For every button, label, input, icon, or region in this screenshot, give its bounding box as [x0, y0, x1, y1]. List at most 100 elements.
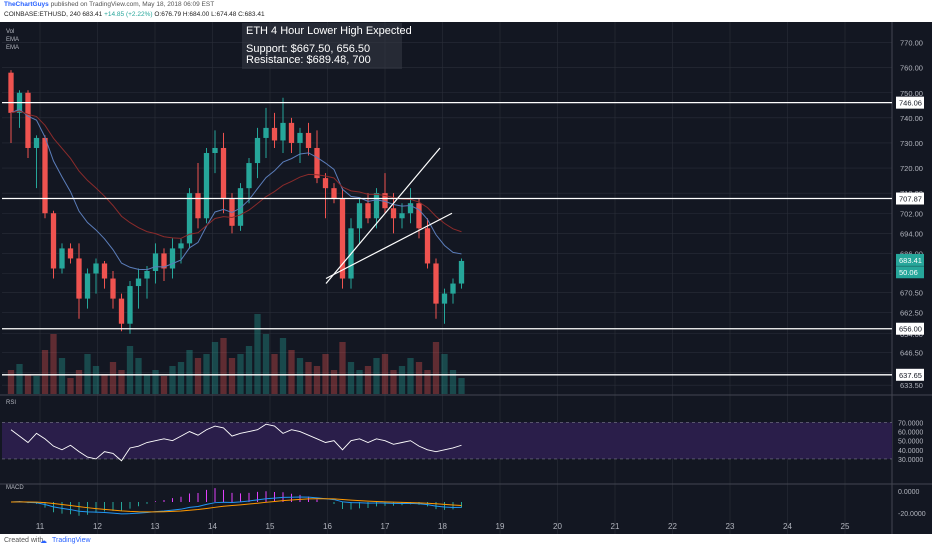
volume-bar — [441, 354, 448, 394]
candle-body — [339, 198, 346, 279]
macd-signal-line — [10, 498, 462, 513]
price-tick-label: 662.50 — [900, 308, 923, 317]
volume-bar — [135, 358, 142, 394]
macd-tick-label: -20.0000 — [898, 511, 926, 518]
price-label: 656.00 — [899, 325, 922, 334]
rsi-tick-label: 60.0000 — [898, 430, 923, 437]
volume-bar — [194, 358, 202, 394]
candle-body — [271, 127, 278, 141]
volume-bar — [364, 366, 372, 394]
rsi-line — [10, 423, 462, 462]
price-tick-label: 702.00 — [900, 209, 923, 218]
candle-body — [118, 298, 125, 324]
price-chart[interactable]: 770.00760.00750.00740.00730.00720.00710.… — [0, 22, 932, 534]
candle-body — [161, 253, 167, 269]
price-tick-label: 730.00 — [900, 139, 923, 148]
candle-body — [110, 278, 116, 299]
volume-bar — [16, 364, 23, 394]
footer-brand[interactable]: TradingView — [52, 537, 91, 544]
candle-body — [450, 283, 456, 294]
volume-bar — [330, 370, 338, 394]
price-label-bg — [896, 266, 924, 279]
candle-body — [424, 228, 431, 264]
candle-body — [331, 188, 337, 199]
price-label: 746.06 — [899, 99, 922, 108]
price-label: 683.41 — [899, 256, 922, 265]
x-tick-label: 11 — [36, 522, 45, 531]
ema-label: EMA — [6, 37, 20, 43]
x-tick-label: 18 — [438, 522, 447, 531]
price-label-bg — [896, 96, 924, 109]
volume-bar — [152, 370, 159, 394]
volume-bar — [7, 370, 15, 394]
candle-body — [288, 122, 295, 143]
candle-body — [76, 258, 82, 299]
candle-body — [458, 260, 465, 284]
candle-body — [186, 193, 193, 244]
volume-bar — [186, 350, 193, 394]
volume-bar — [92, 366, 100, 394]
volume-bar — [407, 358, 414, 394]
price-tick-label: 670.50 — [900, 288, 923, 297]
author-name[interactable]: TheChartGuys — [4, 1, 49, 8]
price-tick-label: 770.00 — [900, 39, 923, 48]
x-tick-label: 14 — [208, 522, 217, 531]
candle-body — [314, 147, 320, 179]
x-tick-label: 12 — [93, 522, 102, 531]
price-tick-label: 750.00 — [900, 89, 923, 98]
candle-body — [254, 137, 261, 164]
x-tick-label: 22 — [668, 522, 677, 531]
publish-info: published on TradingView.com, May 18, 20… — [50, 1, 215, 8]
annotation-resistance: Resistance: $689.48, 700 — [246, 54, 371, 66]
candle-body — [152, 253, 159, 271]
volume-bar — [339, 342, 346, 394]
publisher-line: TheChartGuys published on TradingView.co… — [4, 1, 214, 8]
volume-bar — [262, 334, 270, 394]
price-tick-label: 760.00 — [900, 64, 923, 73]
volume-bar — [118, 370, 125, 394]
price-label-bg — [896, 192, 924, 205]
candle-body — [441, 293, 448, 304]
volume-bar — [296, 358, 304, 394]
volume-bar — [58, 358, 66, 394]
volume-bar — [279, 338, 287, 394]
price-change: +14.85 (+2.22%) — [104, 11, 153, 18]
volume-bar — [126, 346, 134, 394]
price-label-bg — [896, 322, 924, 335]
rsi-tick-label: 70.0000 — [898, 420, 923, 427]
volume-bar — [50, 334, 57, 394]
x-tick-label: 25 — [841, 522, 850, 531]
volume-bar — [373, 358, 380, 394]
volume-bar — [271, 354, 278, 394]
last-price: 683.41 — [82, 11, 103, 18]
chart-header: TheChartGuys published on TradingView.co… — [0, 0, 932, 22]
tradingview-logo-icon[interactable]: ☁ — [40, 538, 47, 545]
volume-bar — [288, 350, 295, 394]
volume-bar — [220, 338, 227, 394]
annotation-support: Support: $667.50, 656.50 — [246, 43, 371, 55]
volume-bar — [237, 354, 244, 394]
x-tick-label: 17 — [381, 522, 390, 531]
annotation-box: ETH 4 Hour Lower High Expected Support: … — [242, 23, 412, 69]
footer: Created with ☁ TradingView — [0, 534, 932, 550]
candle-body — [416, 203, 422, 229]
volume-bar — [109, 362, 117, 394]
volume-bar — [415, 362, 423, 394]
macd-tick-label: 0.0000 — [898, 489, 920, 496]
price-tick-label: 694.00 — [900, 229, 923, 238]
price-tick-label: 633.50 — [900, 381, 923, 390]
candle-body — [280, 122, 286, 141]
candle-body — [356, 203, 363, 229]
macd-line — [10, 496, 462, 515]
candle-body — [212, 147, 218, 154]
volume-bar — [322, 354, 329, 394]
candle-body — [127, 286, 133, 324]
ema-fast-line — [10, 108, 462, 271]
price-tick-label: 646.50 — [900, 349, 923, 358]
candle-body — [433, 263, 439, 304]
candle-body — [322, 178, 329, 189]
candle-body — [382, 193, 388, 209]
volume-bar — [143, 374, 151, 394]
volume-bar — [305, 362, 312, 394]
volume-bar — [347, 362, 355, 394]
